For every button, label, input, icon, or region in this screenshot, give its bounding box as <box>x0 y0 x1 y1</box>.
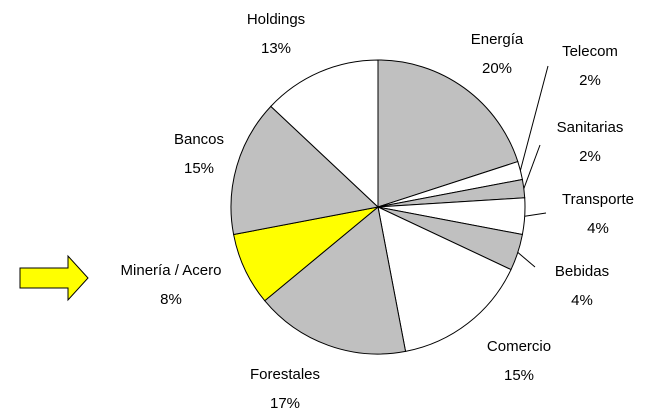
pie-slice <box>377 206 512 352</box>
leader-line <box>517 252 536 268</box>
slice-label: Forestales <box>250 366 320 383</box>
slice-value-label: 15% <box>184 160 214 177</box>
slice-value-label: 15% <box>504 367 534 384</box>
slice-value-label: 4% <box>571 292 593 309</box>
slice-label: Bebidas <box>555 263 609 280</box>
slice-value-label: 20% <box>482 60 512 77</box>
slice-value-label: 13% <box>261 40 291 57</box>
slice-label: Sanitarias <box>557 119 624 136</box>
slice-label: Telecom <box>562 43 618 60</box>
pie-slice <box>230 105 380 236</box>
slice-label: Transporte <box>562 191 634 208</box>
leader-line <box>523 144 541 189</box>
pie-slice <box>270 59 379 209</box>
leader-line <box>524 212 547 217</box>
slice-label: Comercio <box>487 338 551 355</box>
slice-label: Minería / Acero <box>121 262 222 279</box>
slice-label: Energía <box>471 31 524 48</box>
slice-value-label: 2% <box>579 72 601 89</box>
slice-label: Bancos <box>174 131 224 148</box>
slice-value-label: 17% <box>270 395 300 411</box>
slice-value-label: 2% <box>579 148 601 165</box>
pie-slice <box>377 59 519 208</box>
slice-value-label: 4% <box>587 220 609 237</box>
leader-line <box>519 65 549 171</box>
slice-value-label: 8% <box>160 291 182 308</box>
pie-slice <box>264 206 407 355</box>
pointer-arrow <box>19 254 89 302</box>
slice-label: Holdings <box>247 11 305 28</box>
